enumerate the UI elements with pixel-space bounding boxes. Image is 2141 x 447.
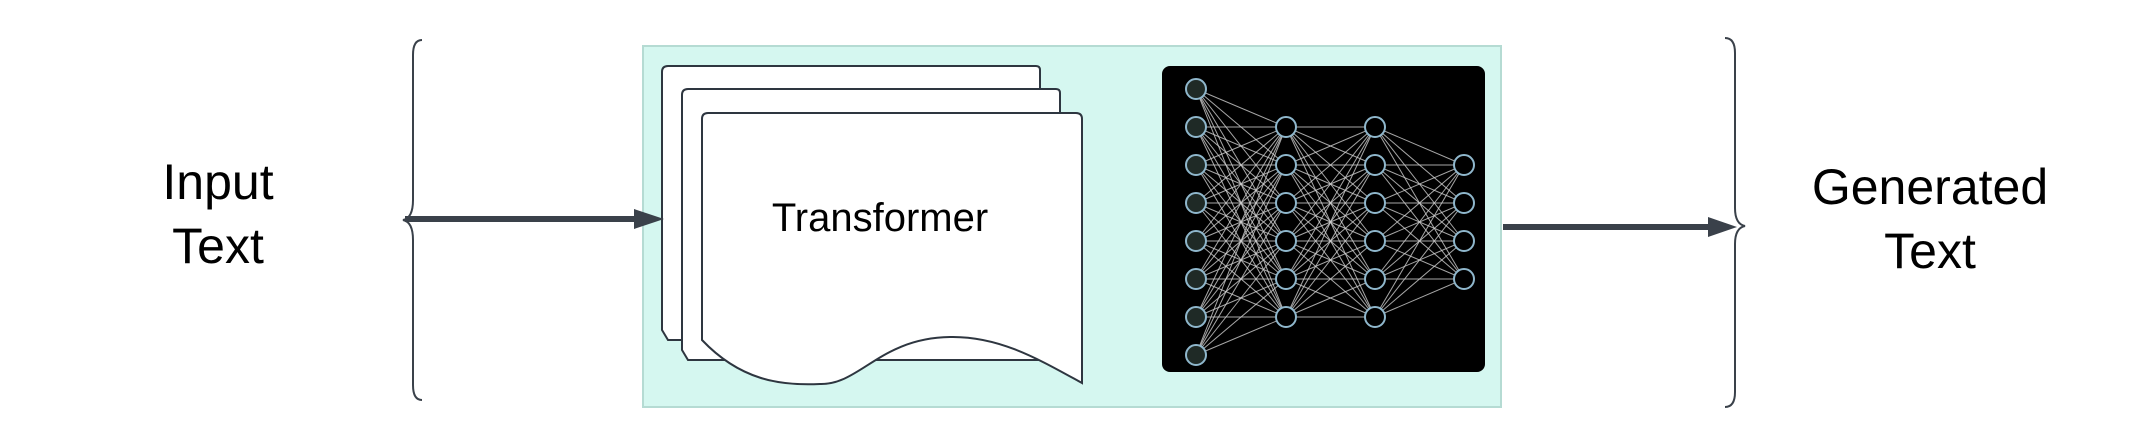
- generated-text-line1: Generated: [1811, 159, 2049, 215]
- nn-node: [1185, 230, 1207, 252]
- nn-edge: [1285, 126, 1376, 242]
- nn-edge: [1195, 126, 1287, 204]
- nn-edge: [1374, 164, 1465, 318]
- nn-node: [1364, 268, 1386, 290]
- right-brace: [1724, 37, 1746, 408]
- nn-node: [1275, 116, 1297, 138]
- nn-edge: [1195, 126, 1287, 318]
- nn-node: [1275, 230, 1297, 252]
- nn-edge: [1285, 126, 1376, 166]
- nn-node: [1364, 230, 1386, 252]
- nn-edge: [1195, 88, 1287, 128]
- nn-node: [1453, 230, 1475, 252]
- nn-edge: [1285, 126, 1376, 280]
- nn-node: [1185, 154, 1207, 176]
- nn-edge: [1374, 164, 1465, 280]
- nn-edge: [1195, 126, 1287, 280]
- nn-edge: [1374, 240, 1465, 318]
- nn-node: [1453, 154, 1475, 176]
- nn-node: [1275, 306, 1297, 328]
- nn-node: [1185, 344, 1207, 366]
- nn-edge: [1285, 126, 1376, 318]
- nn-edge: [1195, 126, 1287, 356]
- document-page-front: [701, 112, 1083, 386]
- input-arrow-head: [634, 209, 664, 229]
- nn-edge: [1285, 164, 1376, 318]
- nn-edge: [1195, 316, 1287, 356]
- nn-node: [1364, 306, 1386, 328]
- nn-node: [1185, 192, 1207, 214]
- generated-text-line2: Text: [1884, 223, 1976, 279]
- nn-edge: [1195, 202, 1287, 356]
- input-text-line2: Text: [172, 218, 264, 274]
- nn-edge: [1285, 202, 1376, 318]
- nn-node: [1453, 192, 1475, 214]
- output-arrow-head: [1708, 217, 1737, 237]
- nn-node: [1364, 192, 1386, 214]
- nn-node: [1453, 268, 1475, 290]
- nn-node: [1275, 154, 1297, 176]
- neural-network-edges: [1195, 88, 1465, 356]
- nn-node: [1364, 154, 1386, 176]
- nn-node: [1185, 268, 1207, 290]
- nn-edge: [1374, 164, 1465, 242]
- left-brace: [402, 39, 423, 401]
- neural-network-nodes: [1185, 78, 1475, 366]
- transformer-document-stack: [661, 65, 1083, 386]
- nn-edge: [1195, 126, 1287, 242]
- generated-text-label: Generated Text: [1780, 155, 2080, 283]
- nn-edge: [1374, 126, 1465, 166]
- nn-edge: [1285, 240, 1376, 318]
- nn-node: [1185, 306, 1207, 328]
- nn-edge: [1374, 164, 1465, 204]
- nn-node: [1185, 78, 1207, 100]
- nn-edge: [1374, 202, 1465, 318]
- nn-edge: [1374, 278, 1465, 318]
- nn-edge: [1195, 126, 1287, 166]
- input-text-line1: Input: [162, 154, 274, 210]
- nn-edge: [1195, 278, 1287, 356]
- nn-edge: [1285, 278, 1376, 318]
- nn-node: [1364, 116, 1386, 138]
- nn-node: [1275, 268, 1297, 290]
- nn-edge: [1195, 164, 1287, 356]
- nn-node: [1185, 116, 1207, 138]
- nn-edge: [1285, 126, 1376, 204]
- nn-node: [1275, 192, 1297, 214]
- transformer-label: Transformer: [771, 196, 989, 240]
- input-text-label: Input Text: [118, 150, 318, 278]
- nn-edge: [1195, 240, 1287, 356]
